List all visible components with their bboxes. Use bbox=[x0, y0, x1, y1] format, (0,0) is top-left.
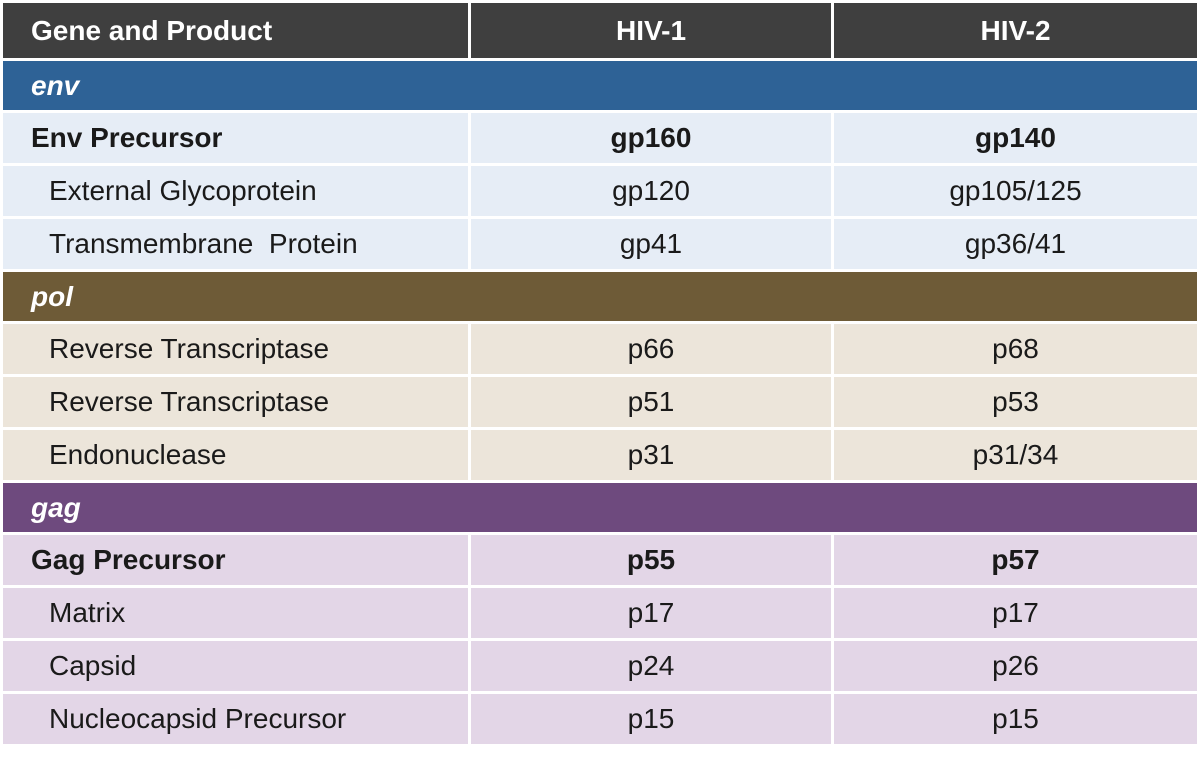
group-label-pol: pol bbox=[3, 272, 1197, 324]
product-name: Gag Precursor bbox=[3, 535, 471, 588]
hiv2-value: gp36/41 bbox=[834, 219, 1197, 272]
group-label-env: env bbox=[3, 61, 1197, 113]
group-row-env: env bbox=[3, 61, 1197, 113]
product-name: Endonuclease bbox=[3, 430, 471, 483]
hiv1-value: p66 bbox=[471, 324, 834, 377]
hiv-gene-product-table: Gene and Product HIV-1 HIV-2 env Env Pre… bbox=[3, 3, 1197, 747]
product-name: Capsid bbox=[3, 641, 471, 694]
group-row-gag: gag bbox=[3, 483, 1197, 535]
group-row-pol: pol bbox=[3, 272, 1197, 324]
hiv1-value: gp41 bbox=[471, 219, 834, 272]
hiv1-value: gp160 bbox=[471, 113, 834, 166]
table-row: Reverse Transcriptase p51 p53 bbox=[3, 377, 1197, 430]
hiv2-value: p31/34 bbox=[834, 430, 1197, 483]
table-row: Transmembrane Protein gp41 gp36/41 bbox=[3, 219, 1197, 272]
product-name: Reverse Transcriptase bbox=[3, 324, 471, 377]
hiv2-value: p26 bbox=[834, 641, 1197, 694]
table-row: External Glycoprotein gp120 gp105/125 bbox=[3, 166, 1197, 219]
header-gene-and-product: Gene and Product bbox=[3, 3, 471, 61]
hiv1-value: p51 bbox=[471, 377, 834, 430]
product-name: Nucleocapsid Precursor bbox=[3, 694, 471, 747]
table-row: Env Precursor gp160 gp140 bbox=[3, 113, 1197, 166]
hiv2-value: p15 bbox=[834, 694, 1197, 747]
hiv2-value: p17 bbox=[834, 588, 1197, 641]
hiv2-value: p57 bbox=[834, 535, 1197, 588]
hiv2-value: p68 bbox=[834, 324, 1197, 377]
hiv1-value: p24 bbox=[471, 641, 834, 694]
hiv2-value: p53 bbox=[834, 377, 1197, 430]
table-row: Nucleocapsid Precursor p15 p15 bbox=[3, 694, 1197, 747]
product-name: External Glycoprotein bbox=[3, 166, 471, 219]
hiv1-value: p15 bbox=[471, 694, 834, 747]
hiv1-value: p55 bbox=[471, 535, 834, 588]
table-row: Matrix p17 p17 bbox=[3, 588, 1197, 641]
product-name: Transmembrane Protein bbox=[3, 219, 471, 272]
hiv1-value: p31 bbox=[471, 430, 834, 483]
table-row: Capsid p24 p26 bbox=[3, 641, 1197, 694]
table-row: Reverse Transcriptase p66 p68 bbox=[3, 324, 1197, 377]
hiv1-value: gp120 bbox=[471, 166, 834, 219]
hiv1-value: p17 bbox=[471, 588, 834, 641]
table-header-row: Gene and Product HIV-1 HIV-2 bbox=[3, 3, 1197, 61]
header-hiv-2: HIV-2 bbox=[834, 3, 1197, 61]
table-row: Gag Precursor p55 p57 bbox=[3, 535, 1197, 588]
table-row: Endonuclease p31 p31/34 bbox=[3, 430, 1197, 483]
hiv2-value: gp105/125 bbox=[834, 166, 1197, 219]
hiv2-value: gp140 bbox=[834, 113, 1197, 166]
product-name: Matrix bbox=[3, 588, 471, 641]
product-name: Reverse Transcriptase bbox=[3, 377, 471, 430]
group-label-gag: gag bbox=[3, 483, 1197, 535]
product-name: Env Precursor bbox=[3, 113, 471, 166]
header-hiv-1: HIV-1 bbox=[471, 3, 834, 61]
